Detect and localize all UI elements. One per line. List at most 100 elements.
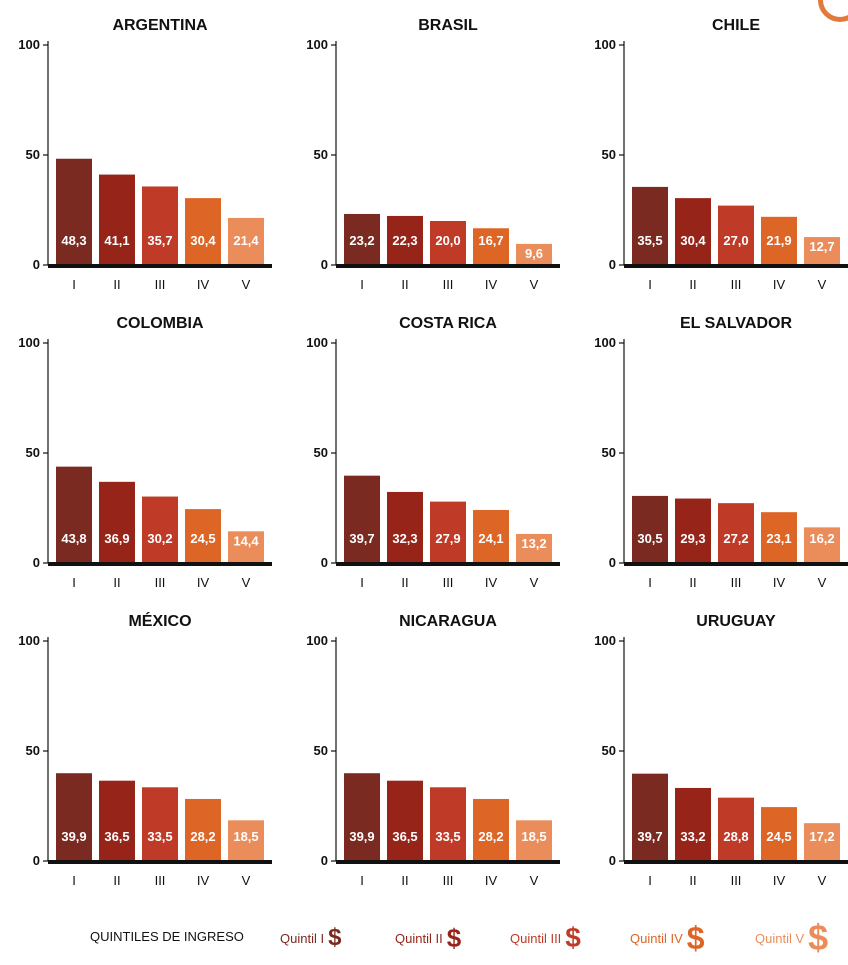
data-label: 24,5 bbox=[190, 531, 215, 546]
data-label: 30,4 bbox=[190, 233, 216, 248]
x-axis bbox=[336, 562, 560, 566]
data-label: 30,5 bbox=[637, 531, 662, 546]
data-label: 27,2 bbox=[723, 531, 748, 546]
bar bbox=[142, 186, 178, 265]
data-label: 21,4 bbox=[233, 233, 259, 248]
x-axis bbox=[624, 860, 848, 864]
chart-panel: COSTA RICA 0 50 100 39,7 I 32,3 II 27,9 III 24,1 IV… bbox=[300, 298, 582, 598]
bar bbox=[804, 823, 840, 861]
chart-title: NICARAGUA bbox=[399, 613, 497, 630]
bar bbox=[473, 798, 509, 861]
data-label: 41,1 bbox=[104, 233, 129, 248]
data-label: 14,4 bbox=[233, 533, 259, 548]
x-tick-label: V bbox=[242, 575, 251, 590]
y-tick-label: 100 bbox=[594, 335, 616, 350]
bar bbox=[185, 509, 221, 563]
y-tick-label: 0 bbox=[609, 555, 616, 570]
chart-title: URUGUAY bbox=[696, 613, 776, 630]
chart-panel: COLOMBIA 0 50 100 43,8 I 36,9 II 30,2 III 24,5 IV 14… bbox=[12, 298, 294, 598]
x-tick-label: III bbox=[155, 873, 166, 888]
dollar-icon: $ bbox=[328, 924, 342, 951]
data-label: 43,8 bbox=[61, 531, 86, 546]
y-tick-label: 50 bbox=[26, 147, 40, 162]
x-axis bbox=[624, 264, 848, 268]
bar bbox=[387, 780, 423, 861]
bar bbox=[761, 807, 797, 861]
chart-panel: URUGUAY 0 50 100 39,7 I 33,2 II 28,8 III 24,5 IV 17,… bbox=[588, 596, 848, 896]
y-tick-label: 0 bbox=[609, 853, 616, 868]
bar bbox=[632, 186, 668, 265]
chart-title: MÉXICO bbox=[128, 611, 191, 630]
bar bbox=[761, 512, 797, 563]
x-tick-label: III bbox=[443, 873, 454, 888]
bar bbox=[99, 481, 135, 563]
bar bbox=[675, 787, 711, 861]
bar-chart: CHILE 0 50 100 35,5 I 30,4 II 27,0 III 21,9 IV 12,7 V bbox=[594, 17, 848, 292]
y-tick-label: 50 bbox=[26, 445, 40, 460]
bar bbox=[804, 527, 840, 563]
data-label: 23,1 bbox=[766, 531, 791, 546]
data-label: 20,0 bbox=[435, 233, 460, 248]
legend-title: QUINTILES DE INGRESO bbox=[90, 929, 244, 944]
x-tick-label: III bbox=[731, 277, 742, 292]
dollar-icon: $ bbox=[808, 917, 829, 958]
x-axis bbox=[336, 264, 560, 268]
y-tick-label: 0 bbox=[33, 853, 40, 868]
x-tick-label: V bbox=[242, 873, 251, 888]
data-label: 17,2 bbox=[809, 829, 834, 844]
bar-chart: COSTA RICA 0 50 100 39,7 I 32,3 II 27,9 III 24,1 IV… bbox=[306, 315, 560, 590]
x-tick-label: IV bbox=[485, 575, 498, 590]
x-tick-label: I bbox=[72, 575, 76, 590]
data-label: 18,5 bbox=[233, 829, 258, 844]
x-tick-label: II bbox=[689, 575, 696, 590]
y-tick-label: 0 bbox=[33, 555, 40, 570]
data-label: 33,5 bbox=[435, 829, 460, 844]
legend-label: Quintil I bbox=[280, 930, 325, 946]
data-label: 16,7 bbox=[478, 233, 503, 248]
x-axis bbox=[48, 562, 272, 566]
data-label: 36,9 bbox=[104, 531, 129, 546]
legend-item: Quintil III $ bbox=[510, 923, 581, 953]
data-label: 24,5 bbox=[766, 829, 791, 844]
chart-title: COSTA RICA bbox=[399, 315, 497, 332]
bar bbox=[56, 466, 92, 563]
y-tick-label: 50 bbox=[602, 445, 616, 460]
y-tick-label: 100 bbox=[306, 633, 328, 648]
x-tick-label: I bbox=[360, 873, 364, 888]
data-label: 16,2 bbox=[809, 531, 834, 546]
data-label: 33,2 bbox=[680, 829, 705, 844]
chart-title: EL SALVADOR bbox=[680, 315, 792, 332]
data-label: 32,3 bbox=[392, 531, 417, 546]
chart-panel: EL SALVADOR 0 50 100 30,5 I 29,3 II 27,2 III 23,1 I… bbox=[588, 298, 848, 598]
bar bbox=[99, 780, 135, 861]
x-tick-label: I bbox=[648, 873, 652, 888]
x-axis bbox=[48, 264, 272, 268]
y-tick-label: 50 bbox=[314, 445, 328, 460]
data-label: 30,2 bbox=[147, 531, 172, 546]
bar bbox=[632, 495, 668, 563]
bar bbox=[516, 243, 552, 265]
y-tick-label: 50 bbox=[314, 743, 328, 758]
data-label: 22,3 bbox=[392, 233, 417, 248]
y-tick-label: 50 bbox=[602, 147, 616, 162]
x-tick-label: IV bbox=[485, 277, 498, 292]
x-axis bbox=[48, 860, 272, 864]
bar-chart: BRASIL 0 50 100 23,2 I 22,3 II 20,0 III 16,7 IV 9,6 V bbox=[306, 17, 560, 292]
bar bbox=[142, 787, 178, 861]
x-tick-label: II bbox=[113, 575, 120, 590]
x-tick-label: IV bbox=[773, 277, 786, 292]
x-tick-label: IV bbox=[485, 873, 498, 888]
y-tick-label: 100 bbox=[306, 335, 328, 350]
data-label: 36,5 bbox=[392, 829, 417, 844]
x-tick-label: V bbox=[242, 277, 251, 292]
y-tick-label: 100 bbox=[306, 37, 328, 52]
y-tick-label: 50 bbox=[26, 743, 40, 758]
x-tick-label: II bbox=[401, 575, 408, 590]
bar bbox=[228, 531, 264, 563]
data-label: 28,2 bbox=[190, 829, 215, 844]
x-tick-label: II bbox=[689, 873, 696, 888]
x-tick-label: V bbox=[818, 873, 827, 888]
data-label: 39,7 bbox=[637, 829, 662, 844]
bar bbox=[56, 773, 92, 861]
bar bbox=[718, 503, 754, 563]
